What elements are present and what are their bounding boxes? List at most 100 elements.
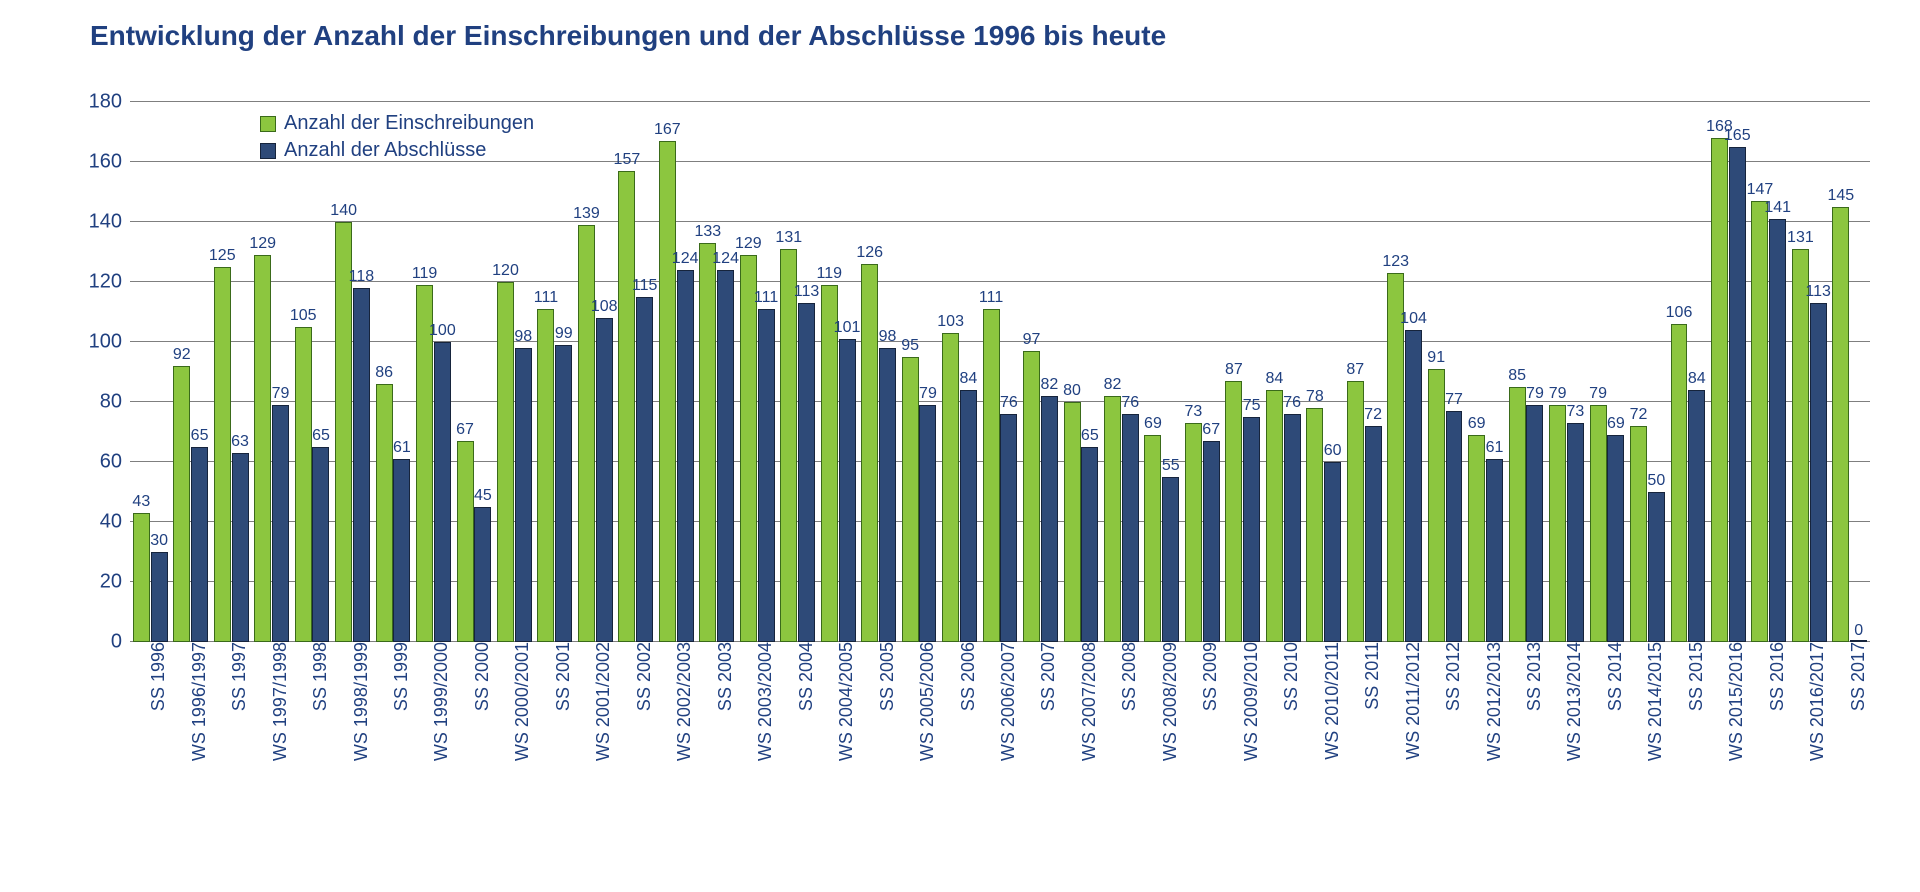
bar-group: 168165WS 2015/2016 (1708, 102, 1748, 642)
bar-value-label: 76 (1000, 394, 1018, 412)
bar-value-label: 82 (1040, 376, 1058, 394)
bar-graduations (393, 459, 410, 642)
bar-value-label: 65 (191, 427, 209, 445)
bar-group: 123104WS 2011/2012 (1384, 102, 1424, 642)
bar-value-label: 97 (1023, 331, 1041, 349)
bar-enrollments (1468, 435, 1485, 642)
bar-enrollments (1792, 249, 1809, 642)
bar-graduations (717, 270, 734, 642)
bar-enrollments (902, 357, 919, 642)
xtick-label: SS 2012 (1437, 642, 1464, 711)
bar-enrollments (1711, 138, 1728, 642)
bar-graduations (1729, 147, 1746, 642)
ytick-label: 140 (89, 211, 130, 234)
bar-group: 7367SS 2009 (1182, 102, 1222, 642)
bar-group: 8276SS 2008 (1101, 102, 1141, 642)
bar-enrollments (254, 255, 271, 642)
bar-group: 12563SS 1997 (211, 102, 251, 642)
bar-group: 12098WS 2000/2001 (494, 102, 534, 642)
bar-group: 7250WS 2014/2015 (1627, 102, 1667, 642)
bar-group: 6955WS 2008/2009 (1142, 102, 1182, 642)
xtick-label: SS 2001 (547, 642, 574, 711)
bar-group: 133124SS 2003 (697, 102, 737, 642)
bar-enrollments (983, 309, 1000, 642)
bar-value-label: 105 (290, 307, 317, 325)
legend-item: Anzahl der Abschlüsse (260, 139, 534, 162)
bar-enrollments (497, 282, 514, 642)
xtick-label: SS 2005 (871, 642, 898, 711)
bar-group: 139108WS 2001/2002 (575, 102, 615, 642)
bar-enrollments (1266, 390, 1283, 642)
bar-value-label: 103 (937, 313, 964, 331)
xtick-label: WS 2005/2006 (911, 642, 938, 761)
bar-group: 10384SS 2006 (939, 102, 979, 642)
bar-graduations (1405, 330, 1422, 642)
legend-swatch (260, 143, 276, 159)
xtick-label: WS 2015/2016 (1720, 642, 1747, 761)
bar-value-label: 65 (1081, 427, 1099, 445)
bar-value-label: 133 (694, 223, 721, 241)
bar-graduations (1284, 414, 1301, 642)
bar-enrollments (416, 285, 433, 642)
bar-value-label: 60 (1324, 442, 1342, 460)
bar-value-label: 119 (816, 265, 842, 283)
bar-graduations (1162, 477, 1179, 642)
bar-graduations (555, 345, 572, 642)
bar-enrollments (1630, 426, 1647, 642)
bar-value-label: 84 (1265, 370, 1283, 388)
bar-graduations (151, 552, 168, 642)
ytick-label: 100 (89, 331, 130, 354)
bar-value-label: 82 (1104, 376, 1122, 394)
bar-value-label: 75 (1243, 397, 1261, 415)
bar-group: 9782SS 2007 (1020, 102, 1060, 642)
bar-enrollments (537, 309, 554, 642)
xtick-label: SS 1996 (142, 642, 169, 711)
bar-value-label: 79 (1549, 385, 1567, 403)
xtick-label: SS 2017 (1842, 642, 1869, 711)
chart-area: 0204060801001201401601804330SS 19969265W… (70, 62, 1890, 842)
bar-value-label: 79 (272, 385, 290, 403)
ytick-label: 180 (89, 91, 130, 114)
bar-enrollments (1306, 408, 1323, 642)
bar-value-label: 145 (1828, 187, 1855, 205)
bar-enrollments (1671, 324, 1688, 642)
bar-enrollments (942, 333, 959, 642)
bar-group: 8065WS 2007/2008 (1061, 102, 1101, 642)
bar-enrollments (1832, 207, 1849, 642)
bar-graduations (1446, 411, 1463, 642)
bar-value-label: 73 (1185, 403, 1203, 421)
xtick-label: WS 2002/2003 (668, 642, 695, 761)
bar-value-label: 84 (960, 370, 978, 388)
ytick-label: 20 (100, 571, 130, 594)
bar-value-label: 79 (1589, 385, 1607, 403)
bar-graduations (1203, 441, 1220, 642)
xtick-label: WS 2011/2012 (1397, 642, 1424, 760)
xtick-label: SS 2008 (1113, 642, 1140, 711)
xtick-label: WS 2009/2010 (1235, 642, 1262, 761)
bar-enrollments (295, 327, 312, 642)
xtick-label: SS 2015 (1680, 642, 1707, 711)
bar-group: 11176WS 2006/2007 (980, 102, 1020, 642)
bar-group: 147141SS 2016 (1749, 102, 1789, 642)
bar-graduations (1000, 414, 1017, 642)
bar-enrollments (699, 243, 716, 642)
bar-value-label: 118 (349, 268, 375, 286)
ytick-label: 40 (100, 511, 130, 534)
bar-value-label: 139 (573, 205, 600, 223)
bar-graduations (1526, 405, 1543, 642)
legend-label: Anzahl der Einschreibungen (284, 112, 534, 135)
bar-graduations (272, 405, 289, 642)
bar-group: 157115SS 2002 (616, 102, 656, 642)
bar-value-label: 65 (312, 427, 330, 445)
bar-group: 6745SS 2000 (454, 102, 494, 642)
bar-enrollments (1428, 369, 1445, 642)
xtick-label: WS 2008/2009 (1154, 642, 1181, 761)
bar-graduations (1243, 417, 1260, 642)
bar-graduations (1081, 447, 1098, 642)
bar-enrollments (1185, 423, 1202, 642)
legend: Anzahl der Einschreibungen Anzahl der Abs… (260, 112, 534, 166)
bar-value-label: 69 (1144, 415, 1162, 433)
bar-group: 8661SS 1999 (373, 102, 413, 642)
ytick-label: 60 (100, 451, 130, 474)
bar-value-label: 115 (632, 277, 658, 295)
